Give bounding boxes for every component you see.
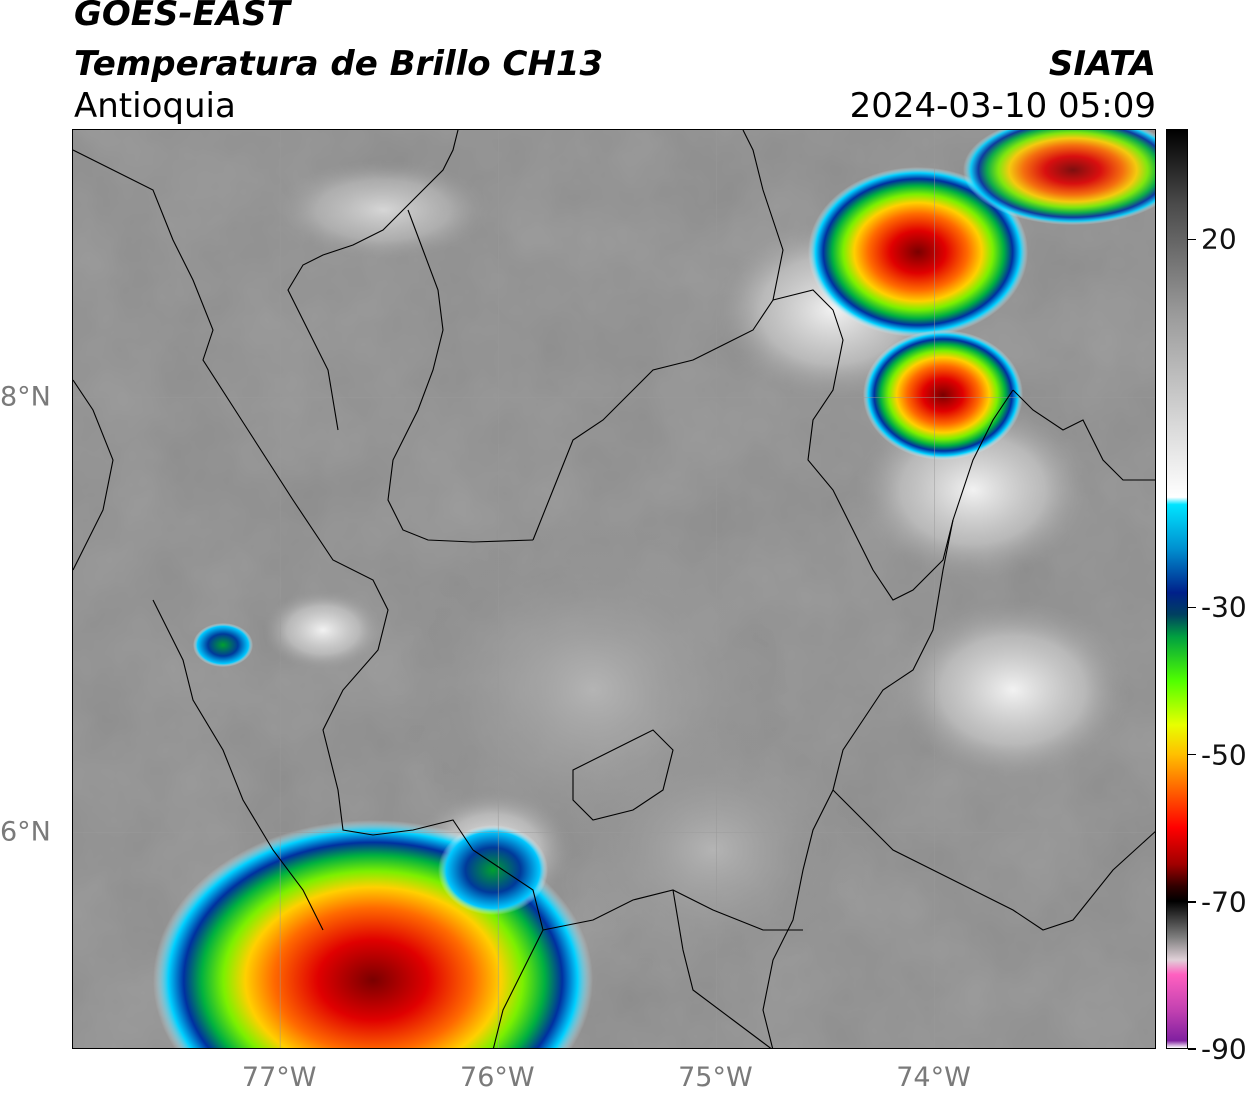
colorbar-tick-mark bbox=[1188, 238, 1196, 241]
colorbar-tick-mark bbox=[1188, 901, 1196, 903]
department-boundary-south-east bbox=[762, 519, 954, 1048]
coastline-pacific bbox=[73, 379, 114, 571]
storm-cell-northeast-lower bbox=[863, 330, 1023, 460]
x-tick-label: 76°W bbox=[460, 1062, 535, 1093]
department-boundary-northeast bbox=[532, 130, 784, 541]
river-atrato bbox=[152, 599, 324, 931]
department-boundary-north bbox=[387, 209, 534, 543]
colorbar-tick-label: -50 bbox=[1201, 738, 1247, 772]
cloud-north bbox=[273, 160, 493, 260]
organization-label: SIATA bbox=[1048, 44, 1156, 84]
colorbar-tick-label: 20 bbox=[1201, 222, 1237, 256]
temperature-colorbar bbox=[1166, 129, 1188, 1049]
cloud-west bbox=[263, 590, 383, 670]
department-boundary-east bbox=[772, 289, 1014, 601]
department-boundary-inner-south bbox=[672, 889, 772, 1048]
storm-cell-south-edge bbox=[438, 825, 548, 915]
department-boundary-far-east bbox=[1012, 389, 1155, 481]
colorbar-tick-mark bbox=[1188, 1048, 1196, 1050]
x-tick-label: 74°W bbox=[896, 1062, 971, 1093]
y-tick-label: 6°N bbox=[0, 816, 51, 847]
department-boundary-west bbox=[73, 149, 474, 851]
storm-cell-far-northeast bbox=[963, 130, 1155, 225]
map-title-product: Temperatura de Brillo CH13 bbox=[74, 44, 604, 84]
datetime-label: 2024-03-10 05:09 bbox=[849, 86, 1156, 126]
colorbar-tick-label: -30 bbox=[1201, 590, 1247, 624]
colorbar-tick-mark bbox=[1188, 753, 1196, 756]
colorbar-tick-label: -90 bbox=[1201, 1032, 1247, 1066]
x-tick-label: 75°W bbox=[678, 1062, 753, 1093]
department-boundary-southeast bbox=[832, 789, 1155, 931]
map-region-label: Antioquia bbox=[74, 86, 236, 126]
satellite-map bbox=[72, 129, 1156, 1049]
map-title-satellite: GOES-EAST bbox=[74, 0, 290, 34]
map-canvas bbox=[73, 130, 1155, 1048]
y-tick-label: 8°N bbox=[0, 381, 51, 413]
municipality-cluster bbox=[572, 729, 674, 821]
cloud-east-middle bbox=[893, 600, 1133, 780]
south-light-area bbox=[553, 720, 873, 980]
political-boundaries bbox=[73, 130, 1155, 1048]
storm-cell-west-small bbox=[193, 623, 253, 667]
storm-cell-northeast-upper bbox=[808, 167, 1028, 337]
colorbar-tick-mark bbox=[1188, 606, 1196, 609]
coastline-gulf-uraba bbox=[287, 130, 459, 431]
colorbar-tick-label: -70 bbox=[1201, 885, 1247, 919]
x-tick-label: 77°W bbox=[241, 1062, 317, 1093]
map-gridlines bbox=[73, 130, 1155, 1048]
